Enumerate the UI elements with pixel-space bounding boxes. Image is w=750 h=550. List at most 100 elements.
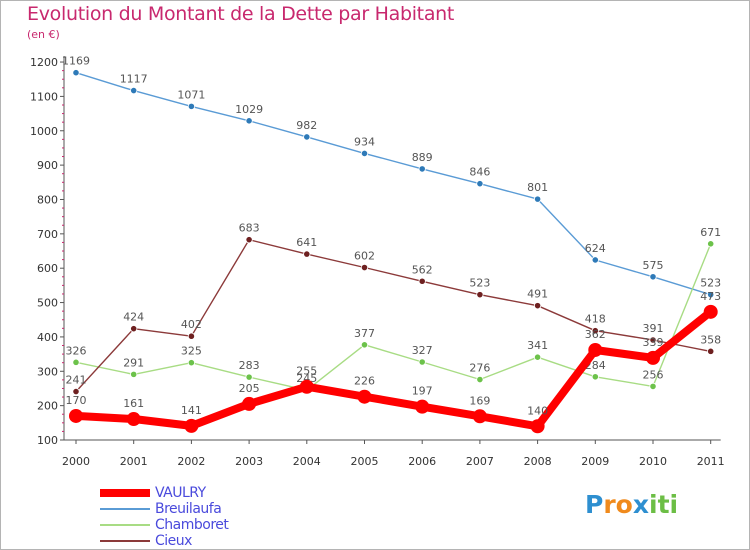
data-point-cieux — [187, 332, 195, 340]
data-label-chamboret: 377 — [354, 327, 375, 340]
data-label-cieux: 602 — [354, 250, 375, 263]
data-label-chamboret: 341 — [527, 339, 548, 352]
data-label-breuilaufa: 575 — [643, 259, 664, 272]
data-point-breuilaufa — [533, 195, 542, 203]
series-line-cieux — [75, 238, 712, 393]
y-tick-label: 1000 — [30, 125, 58, 138]
data-label-breuilaufa: 934 — [354, 135, 375, 148]
y-tick-label: 100 — [37, 434, 58, 447]
data-label-breuilaufa: 846 — [469, 166, 490, 179]
x-tick-label: 2001 — [120, 455, 148, 468]
proxiti-logo: Proxiti — [585, 490, 678, 519]
data-label-cieux: 641 — [296, 236, 317, 249]
x-tick-label: 2010 — [639, 455, 667, 468]
data-label-chamboret: 276 — [469, 362, 490, 375]
x-tick-label: 2002 — [177, 455, 205, 468]
data-label-vaulry: 362 — [585, 328, 606, 341]
data-label-vaulry: 197 — [412, 385, 433, 398]
data-label-cieux: 424 — [123, 311, 144, 324]
x-tick-label: 2005 — [351, 455, 379, 468]
y-tick-label: 900 — [37, 159, 58, 172]
data-label-breuilaufa: 1117 — [120, 73, 148, 86]
data-point-cieux — [360, 263, 369, 272]
data-point-vaulry — [646, 350, 660, 365]
x-tick-label: 2000 — [62, 455, 90, 468]
data-label-vaulry: 339 — [643, 336, 664, 349]
data-point-vaulry — [357, 389, 372, 404]
logo-letter: r — [603, 490, 616, 519]
data-point-chamboret — [72, 358, 80, 366]
legend-item-cieux: Cieux — [100, 533, 320, 549]
chart-title: Evolution du Montant de la Dette par Hab… — [27, 3, 455, 25]
data-point-cieux — [418, 277, 426, 285]
legend-swatch — [100, 524, 150, 526]
legend-item-vaulry: VAULRY — [100, 485, 320, 501]
data-point-cieux — [707, 347, 715, 355]
data-point-chamboret — [649, 382, 657, 390]
chart-legend: VAULRY Breuilaufa Chamboret Cieux — [100, 485, 320, 549]
data-point-vaulry — [588, 342, 603, 357]
data-label-vaulry: 161 — [123, 397, 144, 410]
data-point-chamboret — [418, 358, 426, 366]
data-label-breuilaufa: 1029 — [235, 103, 263, 116]
x-tick-label: 2008 — [524, 455, 552, 468]
x-tick-label: 2004 — [293, 455, 321, 468]
data-point-chamboret — [591, 373, 599, 381]
y-tick-label: 500 — [37, 297, 58, 310]
series-line-vaulry — [72, 307, 715, 431]
data-label-cieux: 391 — [643, 322, 664, 335]
data-point-breuilaufa — [649, 273, 657, 281]
data-label-cieux: 418 — [585, 313, 606, 326]
data-label-chamboret: 245 — [296, 372, 317, 385]
data-point-vaulry — [242, 396, 257, 411]
legend-swatch — [100, 540, 150, 542]
x-tick-label: 2007 — [466, 455, 494, 468]
data-point-breuilaufa — [187, 102, 195, 110]
logo-letter: x — [632, 490, 649, 519]
data-point-cieux — [303, 250, 311, 258]
y-tick-label: 200 — [37, 400, 58, 413]
data-label-cieux: 402 — [181, 318, 202, 331]
data-point-breuilaufa — [72, 69, 80, 77]
chart-unit-label: (en €) — [27, 28, 60, 41]
legend-label: VAULRY — [155, 485, 206, 501]
logo-letter: t — [657, 490, 670, 519]
data-label-breuilaufa: 801 — [527, 181, 548, 194]
data-label-chamboret: 283 — [239, 359, 260, 372]
data-label-breuilaufa: 982 — [296, 119, 317, 132]
legend-label: Chamboret — [155, 517, 229, 533]
data-point-vaulry — [184, 418, 199, 433]
data-label-vaulry: 473 — [700, 290, 721, 303]
x-tick-label: 2009 — [581, 455, 609, 468]
data-label-chamboret: 327 — [412, 344, 433, 357]
data-point-breuilaufa — [303, 133, 311, 141]
logo-letter: i — [649, 490, 658, 519]
legend-item-breuilaufa: Breuilaufa — [100, 501, 320, 517]
y-tick-label: 1200 — [30, 56, 58, 69]
data-point-breuilaufa — [591, 256, 599, 264]
data-point-vaulry — [126, 412, 141, 427]
data-point-chamboret — [130, 370, 138, 378]
data-point-cieux — [649, 336, 657, 344]
data-point-cieux — [533, 302, 542, 310]
data-point-cieux — [130, 325, 138, 333]
data-point-vaulry — [415, 399, 430, 414]
data-label-vaulry: 255 — [296, 365, 317, 378]
data-label-cieux: 683 — [239, 222, 260, 235]
data-point-chamboret — [533, 353, 542, 361]
data-label-chamboret: 325 — [181, 345, 202, 358]
data-label-chamboret: 671 — [700, 226, 721, 239]
y-tick-label: 1100 — [30, 90, 58, 103]
data-point-breuilaufa — [360, 149, 369, 158]
data-label-vaulry: 226 — [354, 375, 375, 388]
data-label-vaulry: 169 — [469, 394, 490, 407]
data-label-cieux: 491 — [527, 288, 548, 301]
data-label-cieux: 358 — [700, 333, 721, 346]
data-label-chamboret: 291 — [123, 356, 144, 369]
data-label-breuilaufa: 624 — [585, 242, 606, 255]
data-point-breuilaufa — [130, 86, 138, 95]
data-label-cieux: 562 — [412, 263, 433, 276]
data-label-cieux: 523 — [469, 277, 490, 290]
data-label-cieux: 241 — [66, 374, 87, 387]
x-tick-label: 2011 — [697, 455, 725, 468]
